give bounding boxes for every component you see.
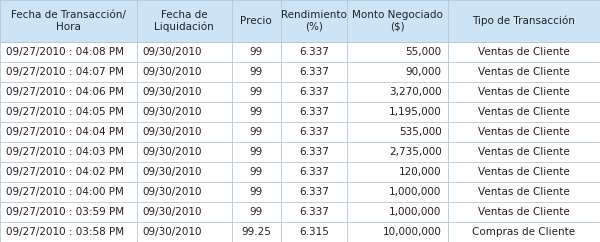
Text: 99: 99 [250, 187, 263, 197]
Text: Ventas de Cliente: Ventas de Cliente [478, 187, 569, 197]
Text: 09/30/2010: 09/30/2010 [143, 167, 202, 177]
Text: 6.337: 6.337 [299, 147, 329, 157]
Text: Ventas de Cliente: Ventas de Cliente [478, 147, 569, 157]
Text: 99: 99 [250, 67, 263, 77]
Text: 99: 99 [250, 107, 263, 117]
Bar [0, 182, 600, 202]
Text: Fecha de
Liquidación: Fecha de Liquidación [154, 10, 214, 32]
Bar [0, 42, 600, 62]
Text: 09/30/2010: 09/30/2010 [143, 47, 202, 57]
Bar [0, 62, 600, 82]
Text: Ventas de Cliente: Ventas de Cliente [478, 107, 569, 117]
Text: Ventas de Cliente: Ventas de Cliente [478, 47, 569, 57]
Text: Monto Negociado
($): Monto Negociado ($) [352, 10, 443, 32]
Text: 6.315: 6.315 [299, 227, 329, 237]
Text: 09/27/2010 : 04:08 PM: 09/27/2010 : 04:08 PM [6, 47, 124, 57]
Text: Ventas de Cliente: Ventas de Cliente [478, 127, 569, 137]
Text: 09/30/2010: 09/30/2010 [143, 107, 202, 117]
Text: 09/30/2010: 09/30/2010 [143, 147, 202, 157]
Text: 09/30/2010: 09/30/2010 [143, 127, 202, 137]
Text: Ventas de Cliente: Ventas de Cliente [478, 67, 569, 77]
Text: 6.337: 6.337 [299, 207, 329, 217]
Bar [0, 202, 600, 222]
Text: 99.25: 99.25 [241, 227, 271, 237]
Text: 09/30/2010: 09/30/2010 [143, 87, 202, 97]
Text: Fecha de Transacción/
Hora: Fecha de Transacción/ Hora [11, 10, 126, 32]
Text: 09/27/2010 : 04:07 PM: 09/27/2010 : 04:07 PM [6, 67, 124, 77]
Text: 10,000,000: 10,000,000 [383, 227, 442, 237]
Text: 09/27/2010 : 04:04 PM: 09/27/2010 : 04:04 PM [6, 127, 124, 137]
Text: Ventas de Cliente: Ventas de Cliente [478, 167, 569, 177]
Text: 1,195,000: 1,195,000 [389, 107, 442, 117]
Text: 09/27/2010 : 04:06 PM: 09/27/2010 : 04:06 PM [6, 87, 124, 97]
Text: 6.337: 6.337 [299, 187, 329, 197]
Text: 09/30/2010: 09/30/2010 [143, 67, 202, 77]
Text: 09/27/2010 : 03:59 PM: 09/27/2010 : 03:59 PM [6, 207, 124, 217]
Text: 1,000,000: 1,000,000 [389, 187, 442, 197]
Text: 6.337: 6.337 [299, 47, 329, 57]
Bar [0, 0, 600, 42]
Bar [0, 142, 600, 162]
Text: 6.337: 6.337 [299, 127, 329, 137]
Text: Ventas de Cliente: Ventas de Cliente [478, 207, 569, 217]
Text: 09/27/2010 : 04:02 PM: 09/27/2010 : 04:02 PM [6, 167, 124, 177]
Text: 535,000: 535,000 [399, 127, 442, 137]
Text: Ventas de Cliente: Ventas de Cliente [478, 87, 569, 97]
Text: 6.337: 6.337 [299, 107, 329, 117]
Text: 09/30/2010: 09/30/2010 [143, 227, 202, 237]
Text: 6.337: 6.337 [299, 167, 329, 177]
Text: Tipo de Transacción: Tipo de Transacción [472, 16, 575, 26]
Bar [0, 82, 600, 102]
Text: 09/30/2010: 09/30/2010 [143, 207, 202, 217]
Text: 6.337: 6.337 [299, 67, 329, 77]
Text: 99: 99 [250, 167, 263, 177]
Text: 99: 99 [250, 127, 263, 137]
Bar [0, 102, 600, 122]
Text: 2,735,000: 2,735,000 [389, 147, 442, 157]
Bar [0, 122, 600, 142]
Text: 09/27/2010 : 04:03 PM: 09/27/2010 : 04:03 PM [6, 147, 124, 157]
Text: 09/27/2010 : 04:00 PM: 09/27/2010 : 04:00 PM [6, 187, 124, 197]
Bar [0, 222, 600, 242]
Text: 09/27/2010 : 04:05 PM: 09/27/2010 : 04:05 PM [6, 107, 124, 117]
Text: Precio: Precio [241, 16, 272, 26]
Text: 6.337: 6.337 [299, 87, 329, 97]
Text: Compras de Cliente: Compras de Cliente [472, 227, 575, 237]
Text: 55,000: 55,000 [406, 47, 442, 57]
Text: 1,000,000: 1,000,000 [389, 207, 442, 217]
Text: 99: 99 [250, 147, 263, 157]
Text: 120,000: 120,000 [399, 167, 442, 177]
Text: 90,000: 90,000 [406, 67, 442, 77]
Text: 99: 99 [250, 47, 263, 57]
Text: 99: 99 [250, 87, 263, 97]
Bar [0, 162, 600, 182]
Text: 3,270,000: 3,270,000 [389, 87, 442, 97]
Text: 09/27/2010 : 03:58 PM: 09/27/2010 : 03:58 PM [6, 227, 124, 237]
Text: Rendimiento
(%): Rendimiento (%) [281, 10, 347, 32]
Text: 99: 99 [250, 207, 263, 217]
Text: 09/30/2010: 09/30/2010 [143, 187, 202, 197]
